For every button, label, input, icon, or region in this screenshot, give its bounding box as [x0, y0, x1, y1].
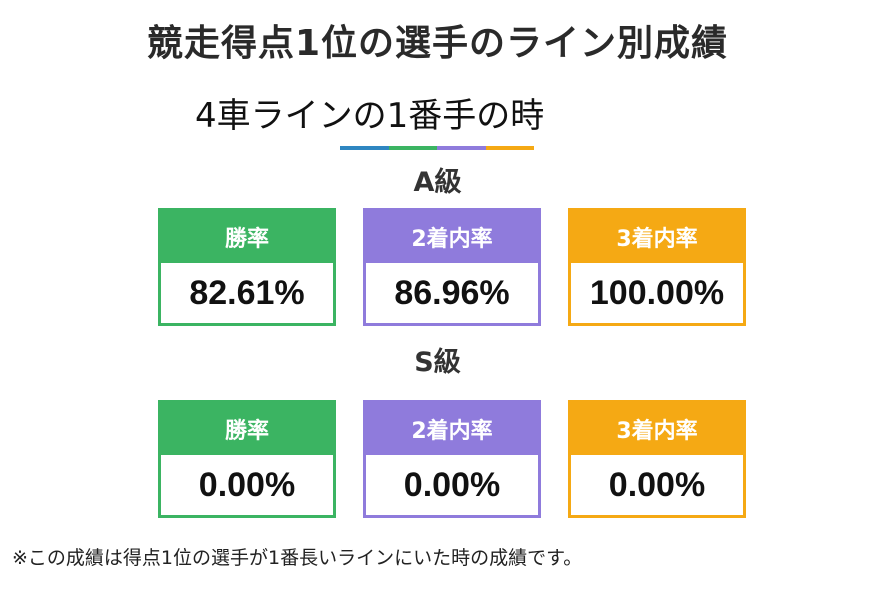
stat-card-a-top3-rate: 3着内率 100.00% [568, 208, 746, 326]
page-subtitle: 4車ラインの1番手の時 [195, 96, 545, 136]
stat-card-s-top2-rate: 2着内率 0.00% [363, 400, 541, 518]
stat-card-value: 0.00% [198, 465, 296, 504]
stat-card-s-top3-rate: 3着内率 0.00% [568, 400, 746, 518]
decorative-divider [340, 146, 534, 150]
stat-card-header: 勝率 [161, 403, 333, 455]
stat-card-header: 3着内率 [571, 211, 743, 263]
stat-card-header: 2着内率 [366, 403, 538, 455]
footnote: ※この成績は得点1位の選手が1番長いラインにいた時の成績です。 [12, 547, 583, 569]
divider-segment-blue [340, 146, 389, 150]
stat-card-header: 3着内率 [571, 403, 743, 455]
stat-card-s-win-rate: 勝率 0.00% [158, 400, 336, 518]
stat-card-header: 勝率 [161, 211, 333, 263]
page-title: 競走得点1位の選手のライン別成績 [146, 23, 729, 64]
stat-card-value: 0.00% [608, 465, 706, 504]
divider-segment-purple [437, 146, 486, 150]
stat-card-a-win-rate: 勝率 82.61% [158, 208, 336, 326]
stat-card-header: 2着内率 [366, 211, 538, 263]
stat-card-a-top2-rate: 2着内率 86.96% [363, 208, 541, 326]
grade-label-a: A級 [413, 167, 462, 198]
stat-card-value: 86.96% [394, 273, 510, 312]
stat-card-value: 82.61% [189, 273, 305, 312]
divider-segment-green [388, 146, 437, 150]
stat-card-value: 0.00% [403, 465, 501, 504]
grade-label-s: S級 [414, 347, 461, 378]
divider-segment-orange [485, 146, 534, 150]
stat-card-value: 100.00% [589, 273, 725, 312]
